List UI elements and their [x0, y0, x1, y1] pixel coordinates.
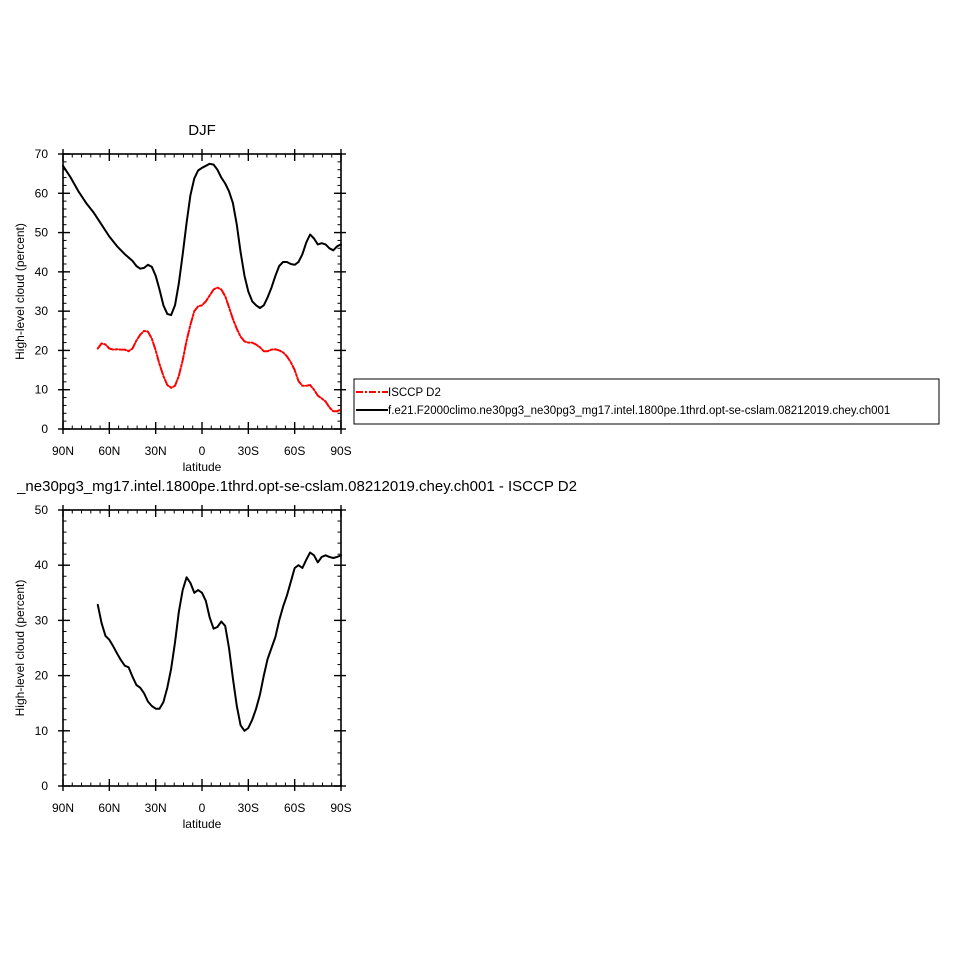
legend-label: ISCCP D2 [388, 387, 441, 399]
chart-title: _ne30pg3_mg17.intel.1800pe.1thrd.opt-se-… [16, 478, 577, 495]
y-tick-label: 10 [35, 383, 49, 397]
series-line-1 [96, 286, 342, 413]
x-tick-label: 90N [52, 444, 74, 458]
x-tick-label: 90S [330, 801, 351, 815]
x-tick-label: 30N [145, 444, 167, 458]
y-tick-label: 40 [35, 265, 49, 279]
plot-frame [62, 153, 342, 430]
x-tick-label: 30S [238, 444, 259, 458]
y-tick-label: 60 [35, 186, 49, 200]
series-line-1 [96, 551, 342, 732]
y-axis-label: High-level cloud (percent) [13, 223, 27, 360]
chart-title: DJF [188, 122, 216, 139]
y-axis-label: High-level cloud (percent) [13, 580, 27, 717]
y-tick-label: 0 [41, 779, 48, 793]
chart-panel-1: DJF 90N 60N 30N 0 30S 60S 90S 0 10 20 30 40 50 60 70 lat… [13, 122, 940, 474]
x-tick-label: 30S [238, 801, 259, 815]
y-tick-label: 20 [35, 669, 49, 683]
y-tick-label: 40 [35, 558, 49, 572]
y-tick-label: 20 [35, 343, 49, 357]
x-tick-label: 60S [284, 801, 305, 815]
y-tick-label: 30 [35, 613, 49, 627]
x-tick-label: 60S [284, 444, 305, 458]
y-tick-label: 50 [35, 503, 49, 517]
plot-frame [62, 509, 342, 787]
y-tick-label: 50 [35, 226, 49, 240]
x-tick-label: 90S [330, 444, 351, 458]
x-tick-label: 0 [199, 444, 206, 458]
legend-label: f.e21.F2000climo.ne30pg3_ne30pg3_mg17.in… [388, 405, 890, 417]
legend-box [353, 378, 940, 425]
x-tick-label: 60N [98, 444, 120, 458]
y-tick-label: 70 [35, 147, 49, 161]
x-tick-label: 30N [145, 801, 167, 815]
y-tick-label: 0 [41, 422, 48, 436]
y-tick-label: 30 [35, 304, 49, 318]
chart-panel-2: _ne30pg3_mg17.intel.1800pe.1thrd.opt-se-… [13, 478, 577, 831]
series-line-2 [62, 162, 342, 317]
legend: ISCCP D2 f.e21.F2000climo.ne30pg3_ne30pg3… [353, 378, 940, 425]
x-axis-label: latitude [183, 460, 222, 474]
x-tick-label: 90N [52, 801, 74, 815]
y-tick-label: 10 [35, 724, 49, 738]
x-axis-label: latitude [183, 817, 222, 831]
x-tick-label: 0 [199, 801, 206, 815]
x-tick-label: 60N [98, 801, 120, 815]
